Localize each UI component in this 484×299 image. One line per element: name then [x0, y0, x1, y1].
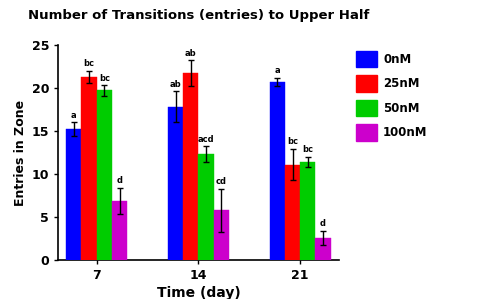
Bar	[198, 154, 214, 260]
Text: cd: cd	[216, 177, 227, 186]
Bar	[81, 77, 97, 260]
Text: ab: ab	[185, 49, 197, 58]
Text: a: a	[71, 111, 76, 120]
Bar	[270, 82, 285, 260]
Text: acd: acd	[198, 135, 214, 144]
Bar	[97, 91, 112, 260]
X-axis label: Time (day): Time (day)	[156, 286, 241, 299]
Bar	[66, 129, 81, 260]
Text: bc: bc	[84, 59, 94, 68]
Text: d: d	[117, 176, 122, 185]
Legend: 0nM, 25nM, 50nM, 100nM: 0nM, 25nM, 50nM, 100nM	[356, 51, 427, 141]
Bar	[214, 210, 229, 260]
Text: ab: ab	[170, 80, 182, 89]
Bar	[168, 107, 183, 260]
Bar	[183, 73, 198, 260]
Y-axis label: Entries in Zone: Entries in Zone	[15, 100, 28, 205]
Text: bc: bc	[287, 138, 298, 147]
Bar	[112, 201, 127, 260]
Text: bc: bc	[99, 74, 110, 83]
Bar	[285, 164, 300, 260]
Text: a: a	[274, 66, 280, 75]
Text: bc: bc	[302, 145, 313, 154]
Bar	[316, 238, 331, 260]
Text: d: d	[320, 219, 326, 228]
Text: Number of Transitions (entries) to Upper Half: Number of Transitions (entries) to Upper…	[28, 9, 369, 22]
Bar	[300, 162, 316, 260]
